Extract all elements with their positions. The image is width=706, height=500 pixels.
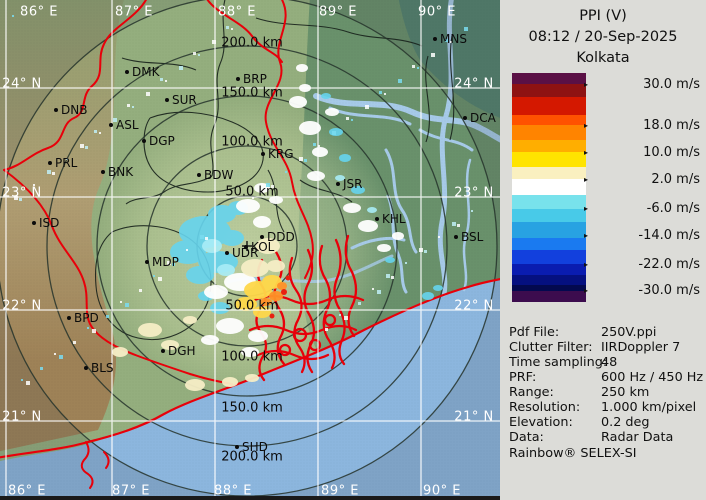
info-label: Resolution: <box>509 400 581 415</box>
map-edge-strip <box>0 496 500 500</box>
legend-value: -6.0 m/s <box>646 200 700 216</box>
colorbar-band <box>512 222 586 238</box>
legend-value: -22.0 m/s <box>638 256 700 272</box>
legend-entry: ▸ 30.0 m/s <box>584 76 700 92</box>
info-row: Time sampling: 48 <box>500 355 706 370</box>
colorbar-band <box>512 179 586 195</box>
map-graphics <box>0 0 500 500</box>
info-value: 250 km <box>601 385 650 400</box>
colorbar-band <box>512 285 586 291</box>
colorbar-band <box>512 152 586 167</box>
info-row: Elevation: 0.2 deg <box>500 415 706 430</box>
info-row: Clutter Filter: IIRDoppler 7 <box>500 340 706 355</box>
legend-value: 30.0 m/s <box>643 76 700 92</box>
info-label: Data: <box>509 430 544 445</box>
info-row: Pdf File: 250V.ppi <box>500 325 706 340</box>
colorbar-band <box>512 167 586 179</box>
map-texture <box>0 0 500 500</box>
colorbar-band <box>512 73 586 84</box>
colorbar-band <box>512 250 586 264</box>
site-name: Kolkata <box>576 50 630 67</box>
legend-entry: ▸ -6.0 m/s <box>584 200 700 216</box>
info-label: Range: <box>509 385 554 400</box>
product-name: PPI (V) <box>579 8 627 24</box>
colorbar-band <box>512 195 586 209</box>
side-panel: PPI (V) 08:12 / 20-Sep-2025 Kolkata ▸ 30.… <box>500 0 706 500</box>
colorbar-band <box>512 238 586 250</box>
colorbar-band <box>512 115 586 125</box>
colorbar-band <box>512 275 586 285</box>
info-value: Radar Data <box>601 430 674 445</box>
info-label: Elevation: <box>509 415 573 430</box>
colorbar-band <box>512 140 586 152</box>
info-panel: Pdf File: 250V.ppi Clutter Filter: IIRDoppl… <box>500 0 706 500</box>
legend-tick-icon: ▸ <box>584 230 589 240</box>
legend-tick-icon: ▸ <box>584 285 589 295</box>
velocity-colorbar <box>512 73 586 302</box>
info-row: Range: 250 km <box>500 385 706 400</box>
legend-tick-icon: ▸ <box>584 203 589 213</box>
info-row: PRF: 600 Hz / 450 Hz <box>500 370 706 385</box>
info-label: PRF: <box>509 370 537 385</box>
radar-echoes <box>12 15 473 391</box>
legend-entry: ▸ -22.0 m/s <box>584 256 700 272</box>
legend-tick-icon: ▸ <box>584 147 589 157</box>
info-label: Pdf File: <box>509 325 560 340</box>
legend-value: 10.0 m/s <box>643 144 700 160</box>
info-label: Clutter Filter: <box>509 340 593 355</box>
colorbar-band <box>512 97 586 115</box>
legend-tick-icon: ▸ <box>584 120 589 130</box>
info-value: 600 Hz / 450 Hz <box>601 370 704 385</box>
panel-title: PPI (V) 08:12 / 20-Sep-2025 Kolkata <box>500 6 706 69</box>
colorbar-band <box>512 84 586 97</box>
legend-tick-icon: ▸ <box>584 174 589 184</box>
legend-value: -30.0 m/s <box>638 282 700 298</box>
legend-entry: ▸ 2.0 m/s <box>584 171 700 187</box>
colorbar-band <box>512 264 586 275</box>
legend-value: -14.0 m/s <box>638 227 700 243</box>
legend-entry: ▸ -14.0 m/s <box>584 227 700 243</box>
info-value: 48 <box>601 355 618 370</box>
info-value: 1.000 km/pixel <box>601 400 697 415</box>
legend-entry: ▸ -30.0 m/s <box>584 282 700 298</box>
colorbar-band <box>512 125 586 140</box>
info-row: Data: Radar Data <box>500 430 706 445</box>
info-value: 250V.ppi <box>601 325 657 340</box>
info-label: Time sampling: <box>509 355 608 370</box>
colorbar-band <box>512 291 586 302</box>
software-brand: Rainbow® SELEX-SI <box>509 446 637 461</box>
radar-map: 86° E 87° E 88° E 89° E 90° E 86° E 87° E 88° E… <box>0 0 500 500</box>
legend-entry: ▸ 10.0 m/s <box>584 144 700 160</box>
info-value: 0.2 deg <box>601 415 650 430</box>
legend-entry: ▸ 18.0 m/s <box>584 117 700 133</box>
colorbar-band <box>512 209 586 222</box>
legend-value: 2.0 m/s <box>651 171 700 187</box>
info-value: IIRDoppler 7 <box>601 340 681 355</box>
info-row: Resolution: 1.000 km/pixel <box>500 400 706 415</box>
legend-value: 18.0 m/s <box>643 117 700 133</box>
latlon-grid <box>0 0 500 496</box>
timestamp: 08:12 / 20-Sep-2025 <box>528 29 678 46</box>
legend-tick-icon: ▸ <box>584 79 589 89</box>
legend-tick-icon: ▸ <box>584 259 589 269</box>
